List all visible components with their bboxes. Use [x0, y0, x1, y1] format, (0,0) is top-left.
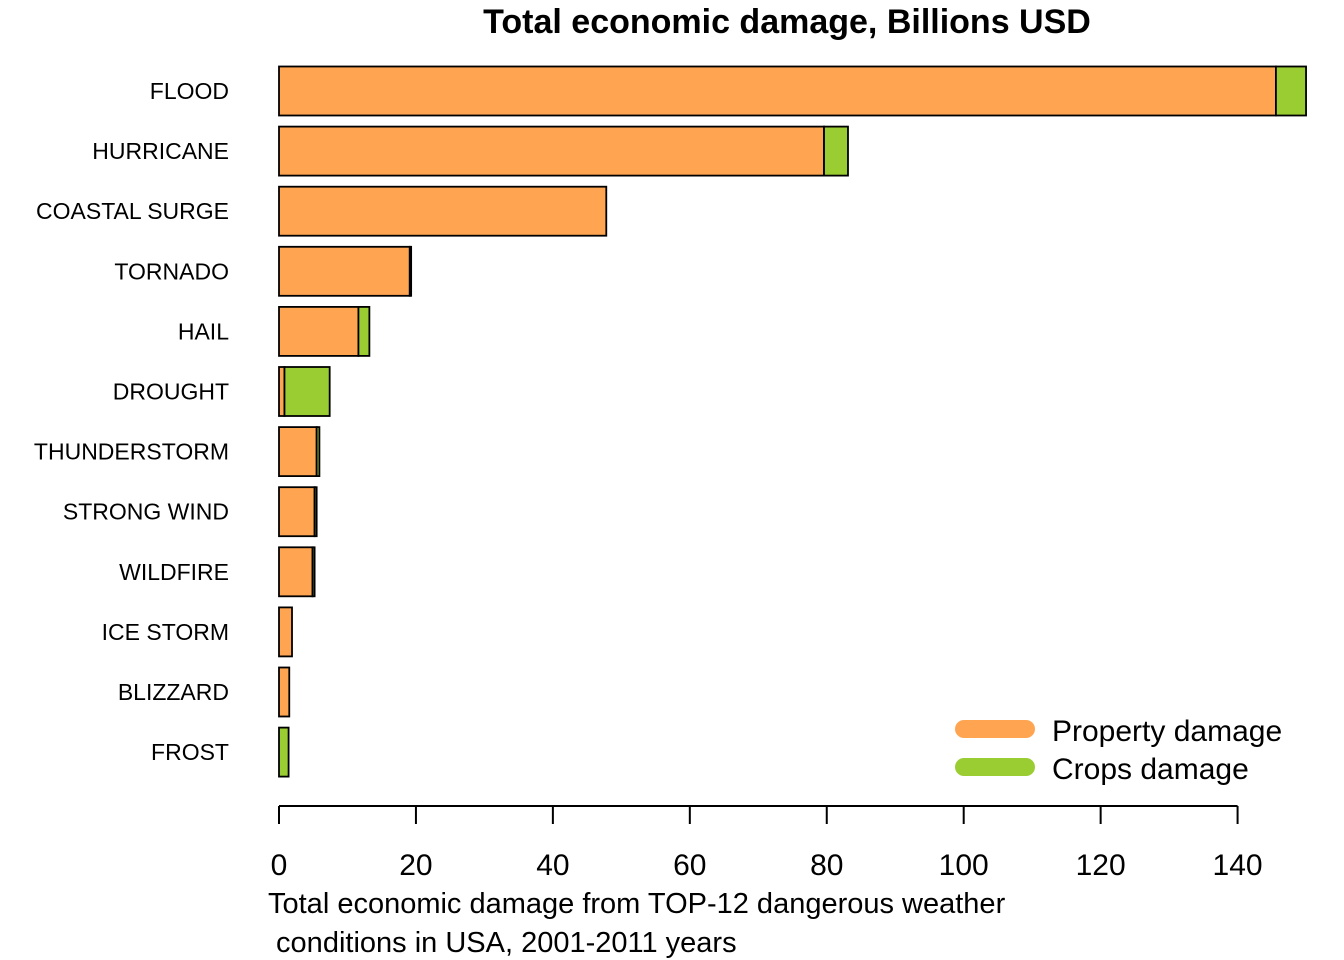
bar-coastal-surge-property-damage — [278, 185, 608, 237]
category-label-drought: DROUGHT — [113, 379, 229, 405]
x-axis: 0 20 40 60 80 100 120 140 — [271, 805, 1263, 882]
bar-tornado-property-damage — [278, 245, 411, 297]
bar-thunderstorm-crops-damage — [315, 426, 321, 478]
bar-drought-crops-damage — [283, 366, 331, 417]
category-label-hurricane: HURRICANE — [92, 138, 229, 164]
x-axis-label-line-1: Total economic damage from TOP-12 danger… — [268, 888, 1006, 920]
category-label-hail: HAIL — [178, 318, 229, 344]
x-tick-label-120: 120 — [1076, 849, 1126, 882]
category-label-blizzard: BLIZZARD — [118, 679, 229, 705]
category-label-ice-storm: ICE STORM — [102, 619, 229, 645]
category-labels: FLOOD HURRICANE COASTAL SURGE TORNADO HAIL DR… — [34, 78, 229, 765]
bar-thunderstorm-property-damage — [278, 426, 318, 478]
category-label-thunderstorm: THUNDERSTORM — [34, 439, 229, 465]
category-label-flood: FLOOD — [150, 78, 229, 104]
x-tick-label-100: 100 — [939, 849, 989, 882]
x-tick-label-0: 0 — [271, 849, 288, 882]
chart-title: Total economic damage, Billions USD — [483, 3, 1091, 41]
bar-strong-wind-property-damage — [278, 486, 316, 538]
bar-hurricane-property-damage — [278, 125, 825, 177]
bar-blizzard-property-damage — [278, 666, 291, 718]
category-label-frost: FROST — [151, 739, 229, 765]
legend: Property damage Crops damage — [955, 715, 1282, 786]
legend-label-property-damage: Property damage — [1052, 715, 1282, 748]
bar-tornado-crops-damage — [408, 245, 413, 297]
x-axis-label-line-2: conditions in USA, 2001-2011 years — [268, 927, 737, 959]
bar-hail-crops-damage — [357, 305, 371, 357]
x-tick-label-20: 20 — [399, 849, 432, 882]
x-tick-label-60: 60 — [673, 849, 706, 882]
bar-wildfire-property-damage — [278, 546, 314, 598]
bars — [278, 65, 1307, 778]
x-tick-label-80: 80 — [810, 849, 843, 882]
bar-hail-property-damage — [278, 305, 360, 357]
bar-ice-storm-property-damage — [278, 606, 293, 658]
category-label-tornado: TORNADO — [114, 258, 229, 284]
x-tick-label-140: 140 — [1213, 849, 1263, 882]
legend-label-crops-damage: Crops damage — [1052, 753, 1249, 786]
bar-flood-property-damage — [278, 65, 1277, 117]
bar-flood-crops-damage — [1275, 65, 1307, 117]
bar-strong-wind-crops-damage — [313, 486, 318, 538]
bar-wildfire-crops-damage — [311, 546, 316, 598]
category-label-coastal-surge: COASTAL SURGE — [36, 198, 229, 224]
category-label-wildfire: WILDFIRE — [119, 559, 229, 585]
x-tick-label-40: 40 — [536, 849, 569, 882]
bar-hurricane-crops-damage — [823, 125, 849, 177]
category-label-strong-wind: STRONG WIND — [63, 499, 229, 525]
bar-frost-crops-damage — [278, 726, 290, 778]
